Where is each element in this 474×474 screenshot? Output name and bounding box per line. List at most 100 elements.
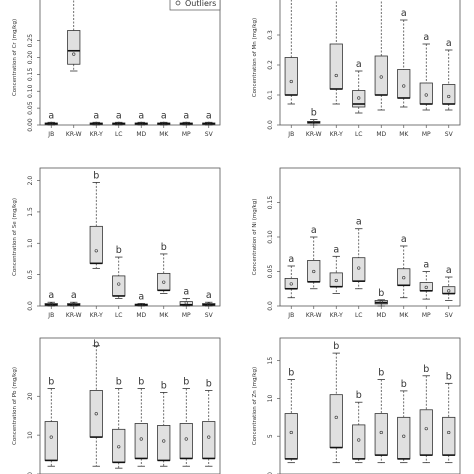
y-tick-label: 10 bbox=[267, 394, 274, 402]
mean-marker bbox=[424, 93, 428, 97]
box bbox=[179, 423, 193, 459]
mean-marker bbox=[357, 438, 361, 442]
y-tick-label: 2.0 bbox=[27, 176, 34, 186]
significance-letter: b bbox=[138, 377, 144, 388]
mean-marker bbox=[117, 121, 121, 125]
mean-marker bbox=[447, 289, 451, 293]
y-tick-label: 5 bbox=[267, 434, 274, 438]
mean-marker bbox=[207, 435, 211, 439]
mean-marker bbox=[289, 79, 293, 84]
x-tick-label: MP bbox=[182, 312, 191, 319]
mean-marker bbox=[402, 84, 406, 88]
significance-letter: b bbox=[401, 379, 407, 390]
panel-2: 0.0 0.1 0.2 0.3 Concentration of Mn (mg/kg) J… bbox=[252, 0, 461, 138]
y-axis-label: Concentration of Zn (mg/kg) bbox=[252, 367, 258, 445]
x-tick-label: MD bbox=[136, 131, 146, 138]
x-tick-label: LC bbox=[355, 312, 363, 319]
significance-letter: b bbox=[93, 170, 99, 181]
significance-letter: a bbox=[423, 260, 429, 271]
mean-marker bbox=[162, 121, 166, 125]
significance-letter: b bbox=[378, 288, 384, 299]
significance-letter: a bbox=[71, 290, 77, 301]
y-tick-label: 1.0 bbox=[27, 238, 34, 248]
significance-letter: b bbox=[333, 341, 339, 352]
mean-marker bbox=[289, 430, 293, 435]
mean-marker bbox=[117, 282, 121, 286]
significance-letter: a bbox=[423, 32, 429, 43]
significance-letter: a bbox=[446, 38, 452, 49]
box bbox=[419, 409, 433, 456]
significance-letter: a bbox=[356, 217, 362, 228]
y-axis-label: Concentration of Ni (mg/kg) bbox=[252, 199, 258, 276]
box bbox=[352, 424, 366, 460]
legend-marker bbox=[175, 0, 181, 6]
significance-letter: a bbox=[183, 286, 189, 297]
box bbox=[284, 413, 298, 460]
y-axis-label: Concentration of Pb (mg/kg) bbox=[12, 367, 18, 445]
mean-marker bbox=[184, 437, 188, 441]
x-tick-label: KR-Y bbox=[330, 131, 343, 138]
mean-marker bbox=[139, 121, 143, 125]
plot-frame bbox=[279, 0, 461, 126]
box bbox=[397, 69, 411, 99]
box bbox=[352, 90, 366, 108]
significance-letter: a bbox=[288, 0, 294, 2]
x-tick-label: MP bbox=[182, 131, 191, 138]
y-axis-label: Concentration of Cr (mg/kg) bbox=[12, 19, 18, 96]
box bbox=[89, 225, 103, 264]
significance-letter: a bbox=[138, 291, 144, 302]
x-tick-label: JB bbox=[287, 131, 294, 138]
box bbox=[112, 275, 126, 297]
box bbox=[329, 272, 343, 288]
x-tick-label: KR-W bbox=[66, 312, 82, 319]
significance-letter: a bbox=[333, 244, 339, 255]
mean-marker bbox=[139, 303, 143, 307]
box bbox=[329, 394, 343, 448]
y-tick-label: 15 bbox=[267, 357, 274, 365]
x-tick-label: JB bbox=[47, 312, 54, 319]
x-tick-label: LC bbox=[115, 312, 123, 319]
mean-marker bbox=[207, 121, 211, 125]
significance-letter: a bbox=[48, 110, 54, 121]
significance-letter: b bbox=[161, 242, 167, 253]
mean-marker bbox=[49, 302, 53, 306]
y-axis-label: Concentration of Mn (mg/kg) bbox=[252, 18, 258, 97]
mean-marker bbox=[424, 427, 428, 431]
box bbox=[397, 416, 411, 460]
y-tick-label: 20 bbox=[27, 392, 34, 400]
significance-letter: a bbox=[116, 110, 122, 121]
mean-marker bbox=[334, 415, 338, 419]
significance-letter: a bbox=[311, 225, 317, 236]
mean-marker bbox=[357, 96, 361, 100]
mean-marker bbox=[94, 412, 98, 416]
significance-letter: a bbox=[93, 110, 99, 121]
significance-letter: a bbox=[206, 110, 212, 121]
mean-marker bbox=[184, 301, 188, 305]
plot-frame bbox=[279, 167, 461, 307]
panel-3: 0.0 0.5 1.0 1.5 2.0 Concentration of Se (mg/k… bbox=[12, 167, 221, 319]
y-tick-label: 1.5 bbox=[27, 207, 34, 217]
mean-marker bbox=[357, 266, 361, 270]
y-tick-label: 0.15 bbox=[267, 196, 274, 210]
plot-frame bbox=[39, 0, 221, 126]
significance-letter: b bbox=[206, 378, 212, 389]
significance-letter: b bbox=[161, 380, 167, 391]
significance-letter: b bbox=[183, 377, 189, 388]
mean-marker bbox=[447, 430, 451, 435]
box bbox=[157, 272, 171, 291]
mean-marker bbox=[334, 73, 338, 78]
mean-marker bbox=[162, 280, 166, 284]
y-tick-label: 0.0 bbox=[267, 301, 274, 311]
y-tick-label: 0.15 bbox=[27, 68, 34, 82]
mean-marker bbox=[402, 276, 406, 280]
significance-letter: b bbox=[311, 108, 317, 119]
y-tick-label: 0.10 bbox=[267, 230, 274, 244]
significance-letter: a bbox=[378, 0, 384, 2]
legend-label: Outliers bbox=[185, 0, 216, 8]
significance-letter: b bbox=[356, 390, 362, 401]
box bbox=[307, 260, 321, 283]
mean-marker bbox=[402, 434, 406, 438]
mean-marker bbox=[117, 445, 121, 449]
significance-letter: a bbox=[288, 254, 294, 265]
